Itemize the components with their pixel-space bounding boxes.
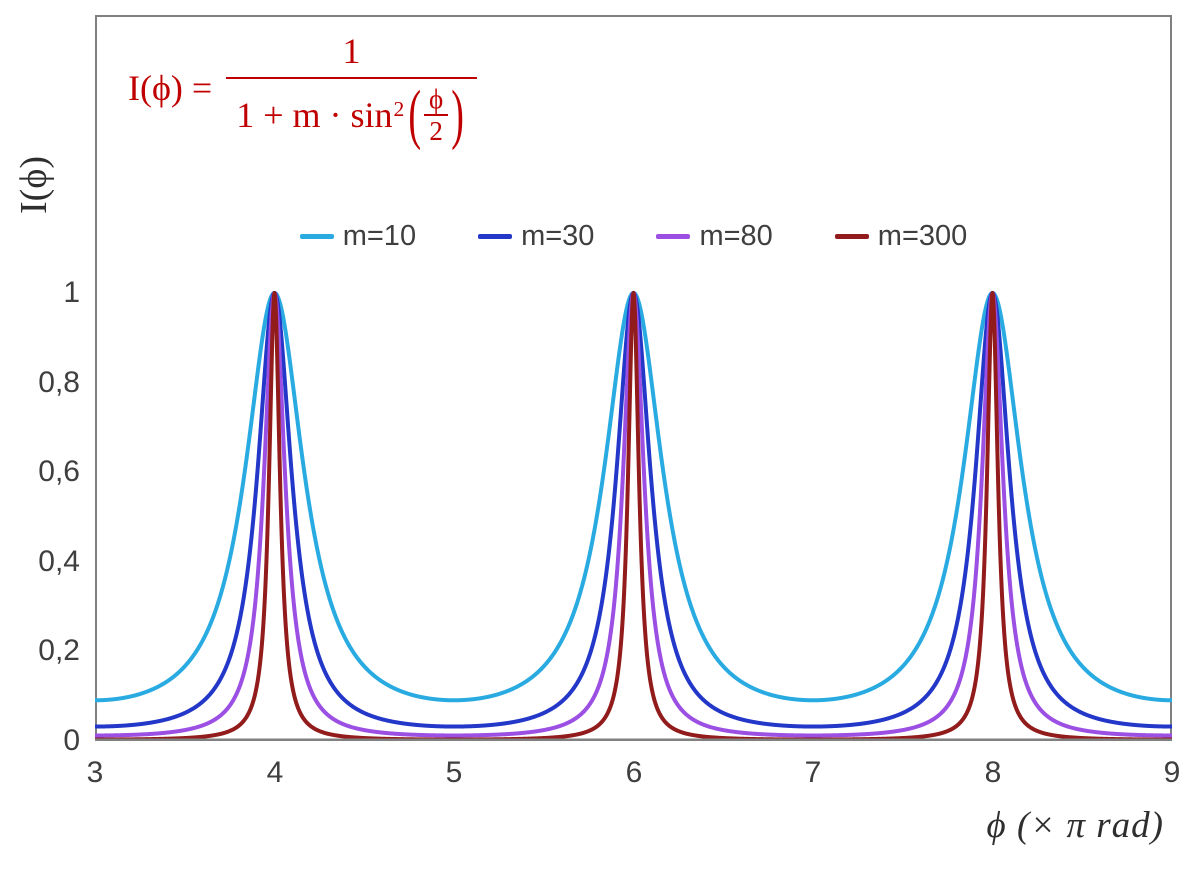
formula-lhs: I(ϕ) = [128,67,213,108]
curve-m-300 [95,291,1172,741]
y-tick-label: 0,4 [38,545,80,578]
legend-label-m300: m=300 [877,220,968,252]
formula-inner-denominator: 2 [429,116,443,147]
legend-swatch-m30 [478,234,513,239]
y-tick-label: 0,6 [38,455,80,488]
x-tick-label: 5 [445,756,463,789]
legend-item-m80: m=80 [656,220,773,253]
formula: I(ϕ) = 1 1 + m · sin 2 ( ϕ 2 ) [128,30,477,152]
formula-fraction: 1 1 + m · sin 2 ( ϕ 2 ) [226,30,477,152]
legend-label-m10: m=10 [342,220,417,252]
plot-svg [95,15,1172,741]
formula-paren-close: ) [451,78,464,153]
curve-m-30 [95,291,1172,729]
x-tick-label: 4 [266,756,284,789]
formula-inner-numerator: ϕ [423,85,449,117]
y-tick-label: 0 [63,724,80,757]
formula-denominator: 1 + m · sin 2 ( ϕ 2 ) [226,77,477,152]
formula-paren-open: ( [408,78,421,153]
legend-swatch-m300 [834,234,869,239]
x-tick-label: 6 [625,756,643,789]
legend-item-m30: m=30 [478,220,594,253]
formula-inner-fraction: ϕ 2 [423,85,449,147]
x-axis-title: ϕ (× π rad) [986,805,1164,846]
formula-den-prefix: 1 + m · sin [236,95,393,136]
legend-item-m10: m=10 [299,220,417,253]
x-tick-label: 3 [86,756,104,789]
legend: m=10 m=30 m=80 m=300 [95,220,1172,253]
y-axis-title: I(ϕ) [13,156,55,214]
y-tick-label: 0,8 [38,366,80,399]
x-tick-label: 9 [1163,756,1181,789]
legend-label-m30: m=30 [521,220,595,252]
legend-label-m80: m=80 [699,220,773,252]
x-tick-label: 7 [804,756,822,789]
legend-swatch-m10 [299,234,334,239]
curve-m-80 [95,291,1172,738]
legend-item-m300: m=300 [834,220,968,253]
x-tick-label: 8 [984,756,1002,789]
formula-numerator: 1 [342,31,361,71]
y-tick-label: 0,2 [38,634,80,667]
legend-swatch-m80 [656,234,691,239]
y-tick-label: 1 [63,276,80,309]
